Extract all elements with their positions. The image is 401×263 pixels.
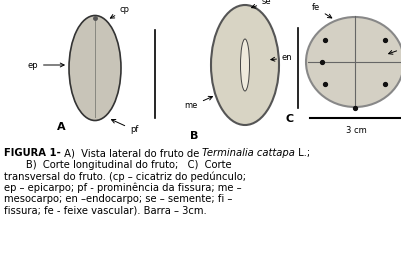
Text: mesocarpo; en –endocarpo; se – semente; fi –: mesocarpo; en –endocarpo; se – semente; … [4, 194, 232, 204]
Text: 3 cm: 3 cm [307, 63, 328, 73]
Text: B: B [190, 131, 198, 141]
Ellipse shape [69, 16, 121, 120]
Text: 3 cm: 3 cm [345, 126, 365, 135]
Text: fe: fe [311, 3, 331, 18]
Text: FIGURA 1-: FIGURA 1- [4, 148, 61, 158]
Text: L.;: L.; [294, 148, 310, 158]
Text: fi: fi [388, 43, 401, 54]
Ellipse shape [305, 17, 401, 107]
Text: ep: ep [27, 60, 64, 69]
Text: transversal do fruto. (cp – cicatriz do pedúnculo;: transversal do fruto. (cp – cicatriz do … [4, 171, 245, 181]
Ellipse shape [217, 11, 272, 119]
Ellipse shape [328, 38, 380, 86]
Text: A: A [57, 122, 65, 132]
Text: Terminalia cattapa: Terminalia cattapa [202, 148, 294, 158]
Text: en: en [270, 53, 292, 63]
Ellipse shape [237, 33, 251, 97]
Text: fissura; fe - feixe vascular). Barra – 3cm.: fissura; fe - feixe vascular). Barra – 3… [4, 205, 206, 215]
Ellipse shape [344, 53, 364, 71]
Text: ep – epicarpo; pf - prominência da fissura; me –: ep – epicarpo; pf - prominência da fissu… [4, 183, 241, 193]
Ellipse shape [227, 20, 262, 110]
Text: pf: pf [111, 119, 138, 134]
Text: B)  Corte longitudinal do fruto;   C)  Corte: B) Corte longitudinal do fruto; C) Corte [4, 159, 231, 169]
Text: me: me [184, 96, 212, 110]
Text: cp: cp [110, 6, 130, 18]
Text: A)  Vista lateral do fruto de: A) Vista lateral do fruto de [61, 148, 202, 158]
Ellipse shape [240, 39, 249, 91]
Text: se: se [251, 0, 271, 8]
Text: C: C [284, 114, 292, 124]
Ellipse shape [313, 24, 395, 100]
Ellipse shape [211, 5, 278, 125]
